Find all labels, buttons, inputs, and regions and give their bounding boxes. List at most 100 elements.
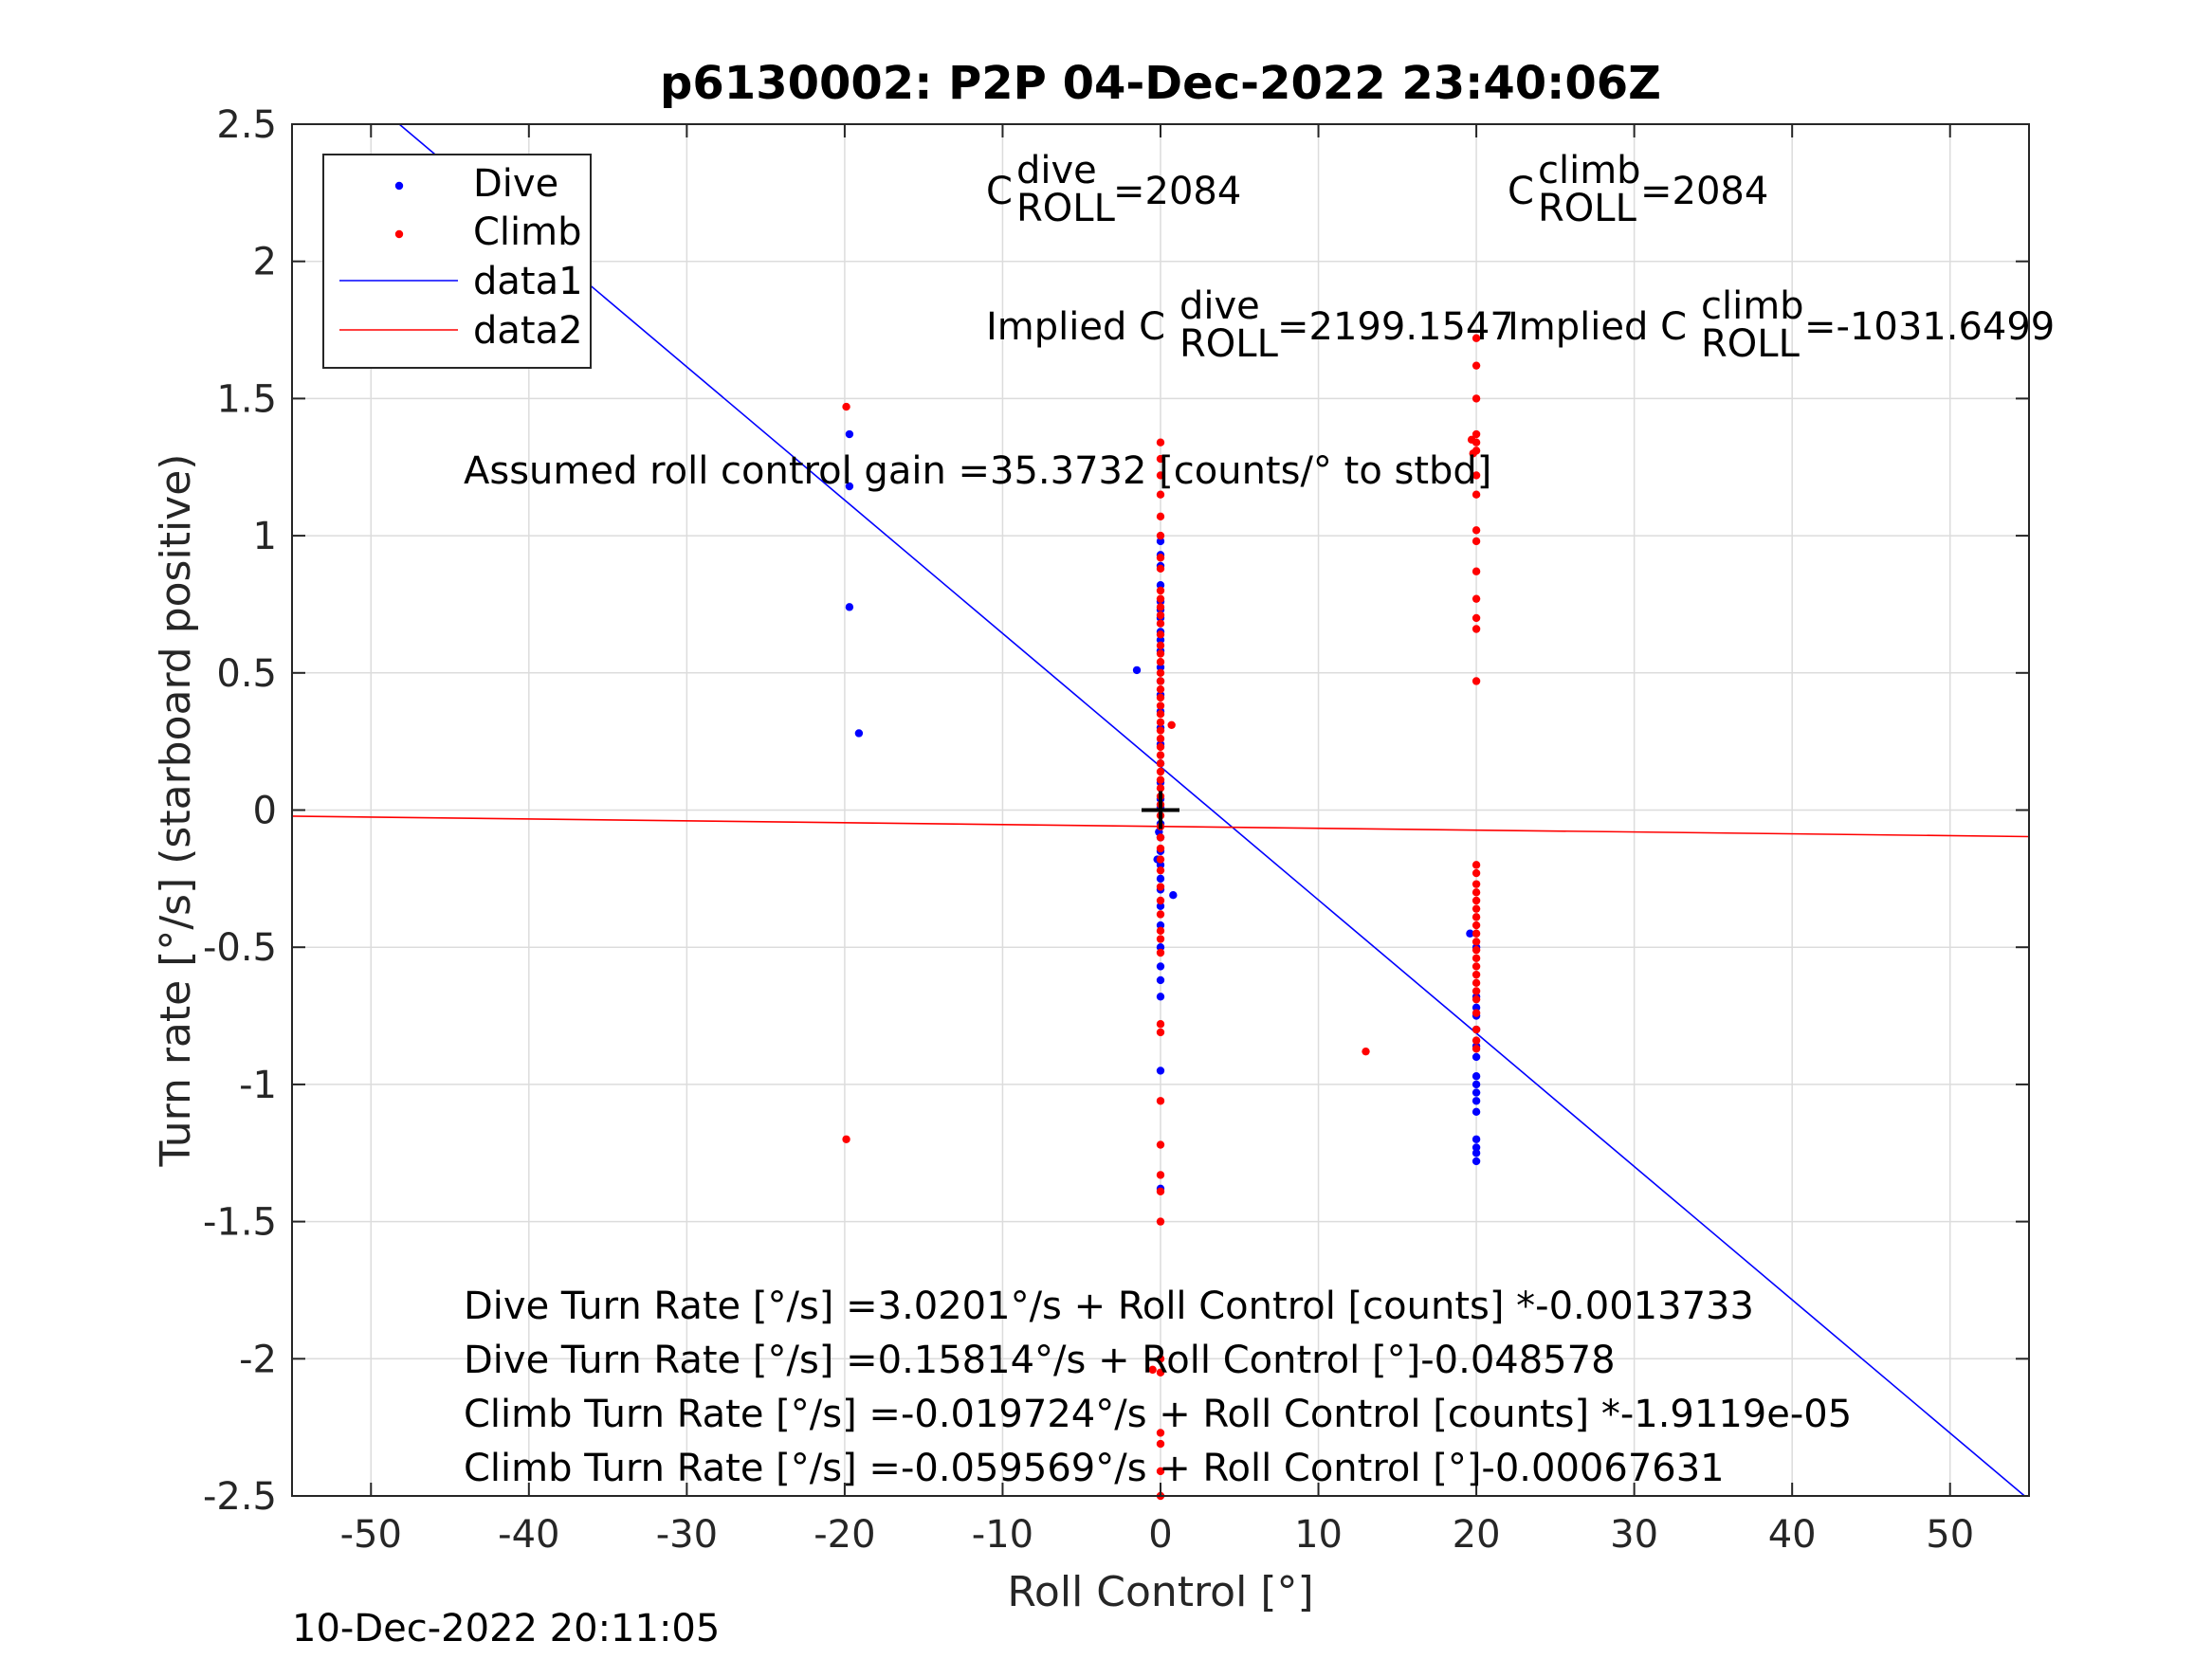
c-climb-main: C: [1508, 170, 1534, 213]
fit-equation: Climb Turn Rate [°/s] =-0.019724°/s + Ro…: [464, 1393, 1852, 1436]
x-tick-label: 30: [1610, 1513, 1658, 1557]
climb-point: [842, 402, 850, 411]
y-tick-label: 1: [253, 515, 277, 558]
dive-point: [1156, 580, 1165, 590]
climb-point: [1156, 658, 1165, 666]
climb-point: [1156, 767, 1165, 776]
climb-point: [1156, 866, 1165, 875]
climb-point: [1472, 994, 1481, 1004]
climb-point: [1472, 970, 1481, 979]
dive-point: [1156, 874, 1165, 884]
y-tick-label: 1.5: [216, 377, 277, 421]
climb-point: [842, 1135, 850, 1143]
climb-point: [1472, 537, 1481, 546]
dive-point: [1156, 537, 1165, 546]
climb-point: [1472, 954, 1481, 962]
climb-point: [1156, 586, 1165, 595]
climb-point: [1156, 1467, 1165, 1476]
climb-point: [1472, 896, 1481, 905]
y-tick-label: -2.5: [203, 1475, 277, 1519]
climb-point: [1156, 564, 1165, 574]
dive-point: [1466, 929, 1474, 938]
climb-point: [1156, 1355, 1165, 1363]
dive-point: [1472, 1135, 1481, 1143]
climb-point: [1156, 619, 1165, 628]
dive-point: [1472, 1149, 1481, 1158]
climb-point: [1472, 567, 1481, 575]
climb-point: [1156, 1171, 1165, 1179]
c-dive-main: C: [986, 170, 1013, 213]
climb-point: [1472, 1025, 1481, 1034]
climb-point: [1156, 910, 1165, 919]
climb-point: [1156, 603, 1165, 611]
dive-point: [854, 729, 864, 738]
climb-point: [1156, 438, 1165, 447]
climb-point: [1156, 1028, 1165, 1037]
implied-c-climb-sup: climb: [1701, 284, 1804, 328]
chart-title: p6130002: P2P 04-Dec-2022 23:40:06Z: [660, 57, 1661, 110]
implied-c-climb-main: Implied C: [1508, 305, 1687, 349]
climb-point: [1156, 668, 1165, 677]
climb-point: [1156, 751, 1165, 759]
x-tick-label: -30: [656, 1513, 718, 1557]
implied-c-dive-main: Implied C: [986, 305, 1165, 349]
y-tick-label: -1.5: [203, 1201, 277, 1245]
climb-point: [1472, 987, 1481, 995]
climb-point: [1472, 1009, 1481, 1017]
climb-point: [1156, 471, 1165, 480]
y-tick-label: -1: [239, 1064, 277, 1107]
climb-point: [1156, 1187, 1165, 1195]
climb-point: [1156, 775, 1165, 784]
implied-c-climb-sub: ROLL: [1701, 322, 1801, 366]
climb-point: [1472, 394, 1481, 403]
dive-point: [1156, 943, 1165, 952]
x-tick-label: -50: [340, 1513, 402, 1557]
fit-equation: Dive Turn Rate [°/s] =3.0201°/s + Roll C…: [464, 1285, 1754, 1328]
timestamp: 10-Dec-2022 20:11:05: [292, 1607, 721, 1650]
climb-point: [1472, 929, 1481, 938]
climb-point: [1156, 512, 1165, 521]
dive-point: [1169, 891, 1178, 900]
dive-point: [1472, 1052, 1481, 1062]
climb-point: [1472, 594, 1481, 603]
dive-point: [845, 482, 854, 491]
climb-point: [1472, 677, 1481, 685]
dive-point: [1472, 1088, 1481, 1097]
climb-point: [1156, 710, 1165, 719]
x-tick-label: 50: [1926, 1513, 1974, 1557]
climb-point: [1156, 693, 1165, 702]
climb-point: [1156, 784, 1165, 793]
x-tick-label: 0: [1148, 1513, 1172, 1557]
x-tick-label: -40: [498, 1513, 559, 1557]
climb-point: [1156, 726, 1165, 735]
climb-point: [1156, 531, 1165, 540]
climb-point: [1156, 735, 1165, 743]
climb-point: [1156, 611, 1165, 620]
legend-box: [322, 154, 592, 369]
dive-point: [1156, 902, 1165, 910]
climb-point: [1472, 361, 1481, 370]
dive-point: [1156, 975, 1165, 985]
climb-point: [1156, 641, 1165, 650]
climb-point: [1156, 844, 1165, 853]
climb-point: [1156, 454, 1165, 464]
dive-point: [1156, 663, 1165, 672]
climb-point: [1472, 945, 1481, 955]
gain-annotation: Assumed roll control gain =35.3732 [coun…: [464, 449, 1491, 493]
climb-point: [1472, 868, 1481, 878]
dive-point: [1472, 1003, 1481, 1012]
dive-point: [1156, 1066, 1165, 1075]
dive-point: [1472, 1157, 1481, 1166]
fit-equation: Climb Turn Rate [°/s] =-0.059569°/s + Ro…: [464, 1447, 1725, 1490]
dive-point: [1472, 1080, 1481, 1089]
climb-point: [1156, 1020, 1165, 1029]
climb-point: [1156, 1097, 1165, 1105]
y-tick-label: 2: [253, 241, 277, 284]
climb-point: [1156, 1140, 1165, 1149]
c-dive-value: =2084: [1113, 170, 1241, 213]
x-axis-label: Roll Control [°]: [1007, 1568, 1313, 1616]
